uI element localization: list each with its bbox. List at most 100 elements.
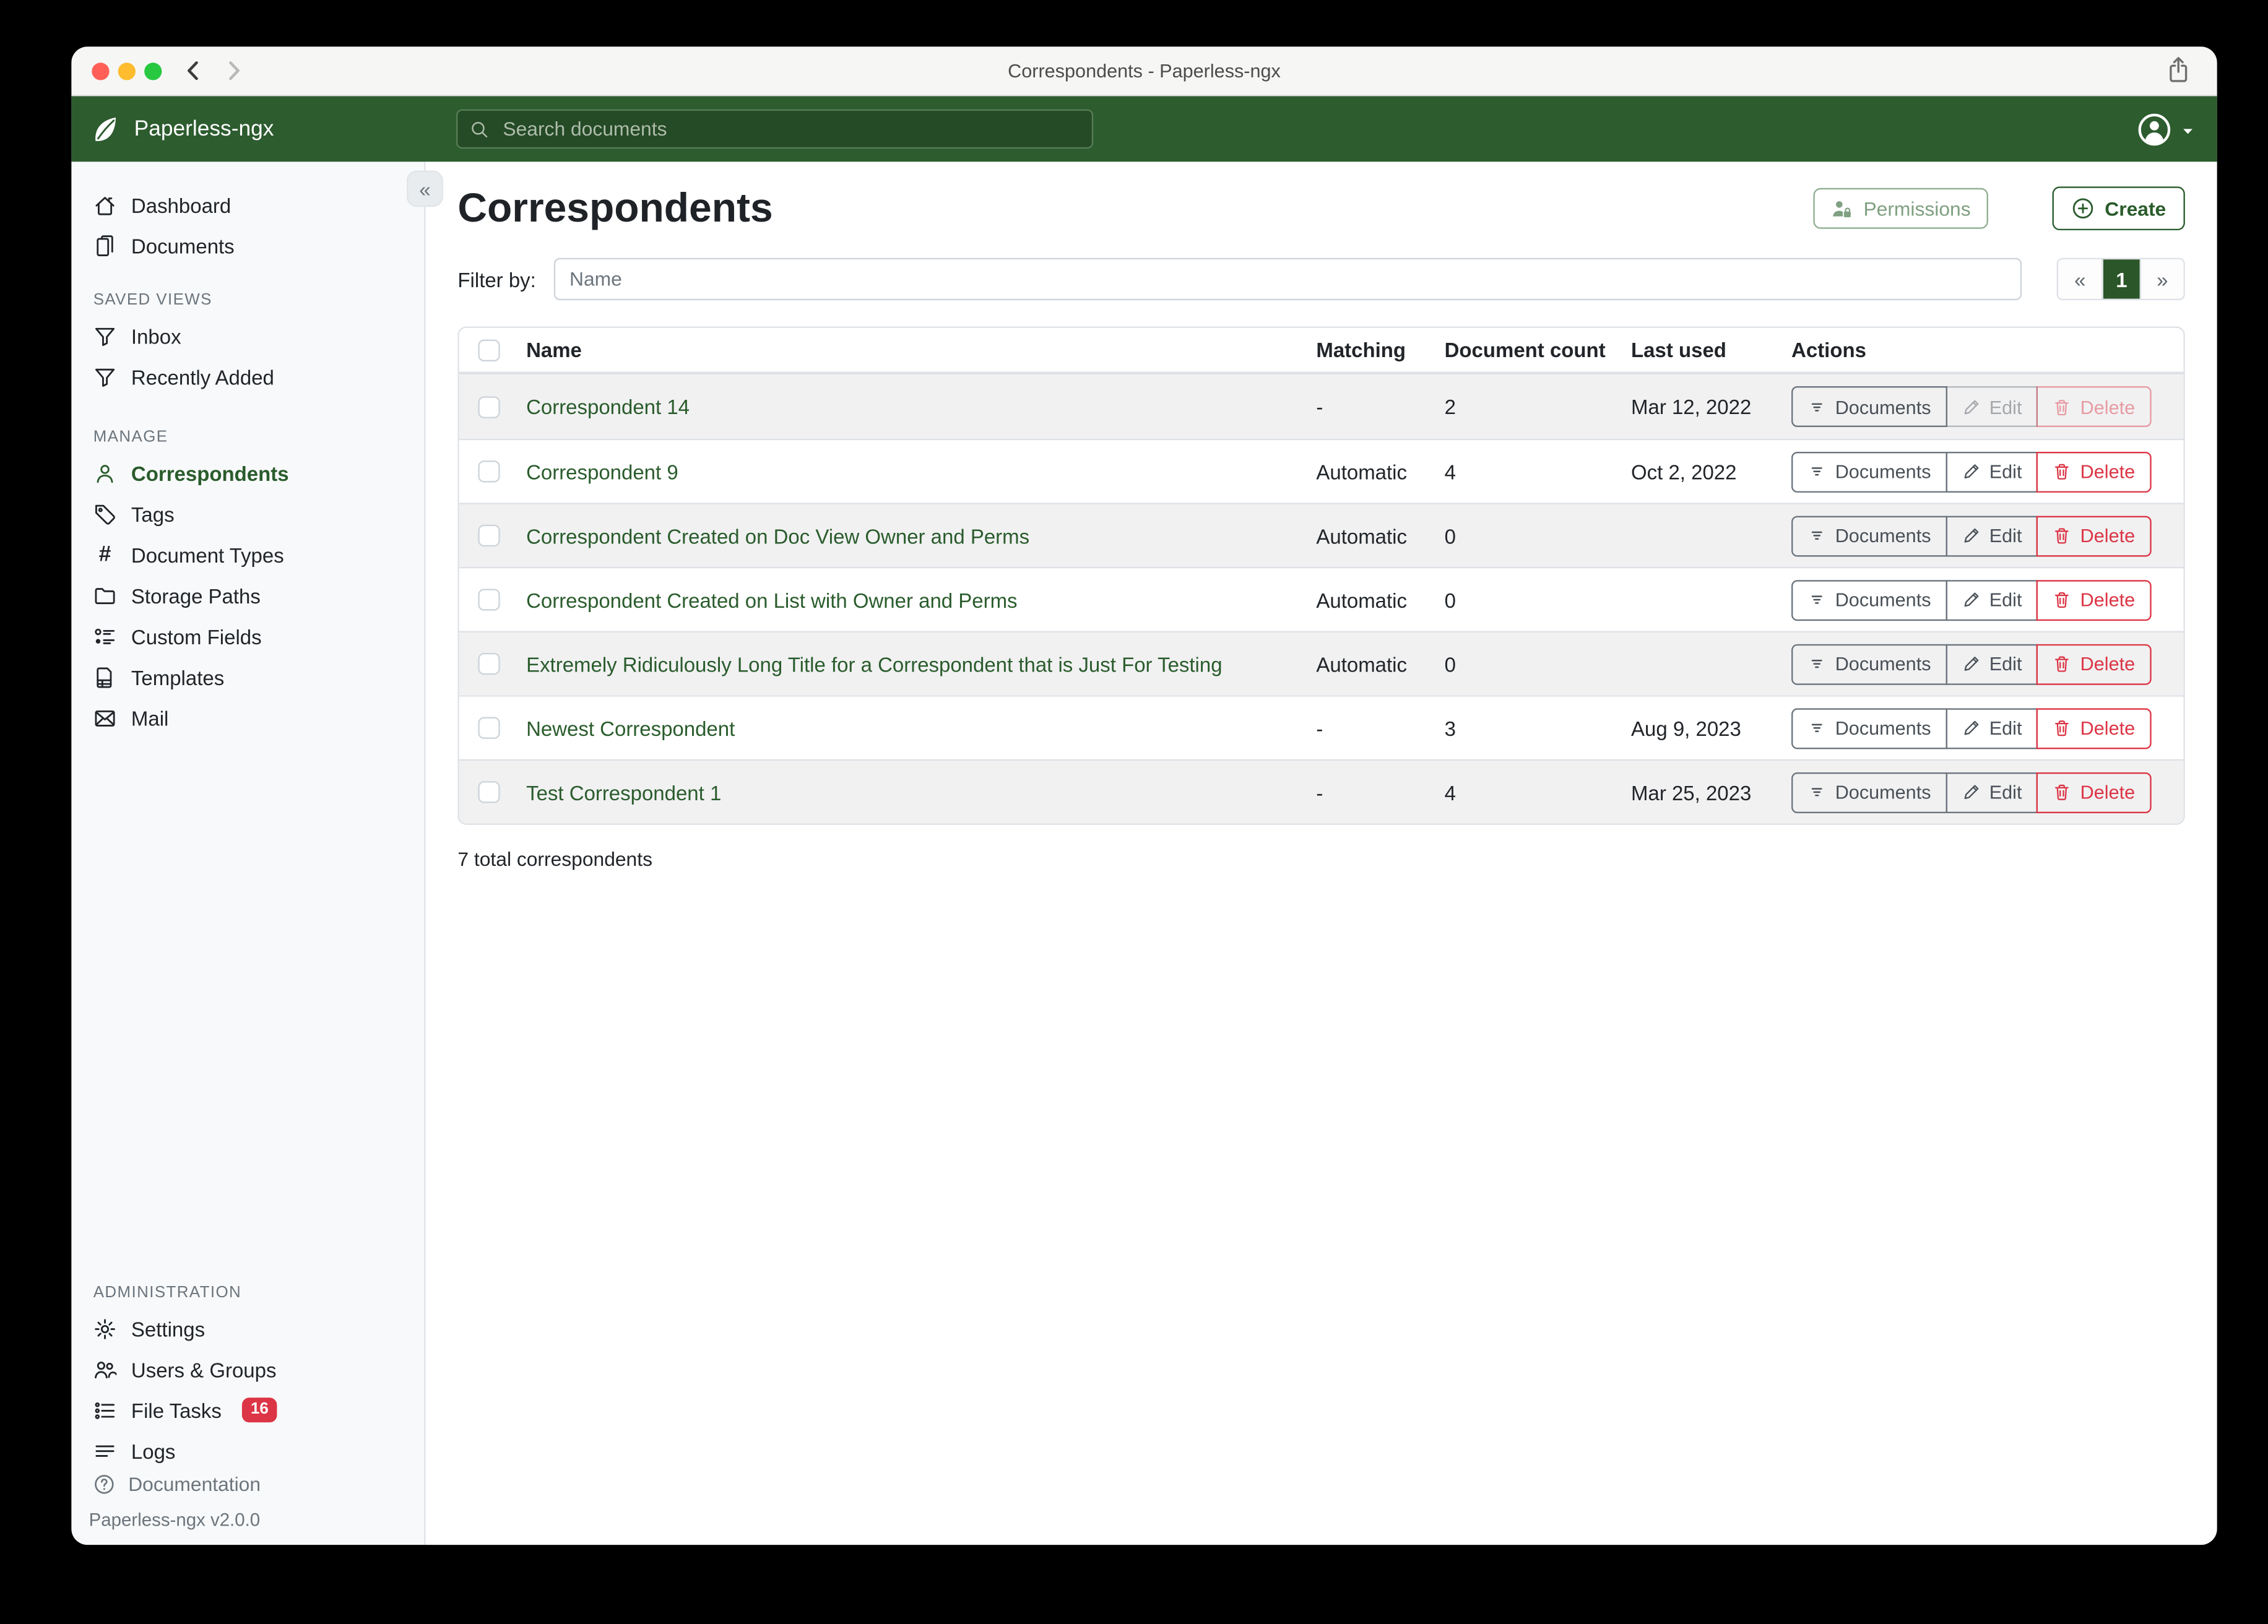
filter-icon <box>1807 654 1827 673</box>
column-header-name[interactable]: Name <box>526 338 582 361</box>
documents-button[interactable]: Documents <box>1791 451 1947 492</box>
row-actions: Documents Edit Delete <box>1791 579 2152 620</box>
row-actions: Documents Edit Delete <box>1791 451 2152 492</box>
edit-button[interactable]: Edit <box>1946 451 2038 492</box>
pencil-icon <box>1962 719 1981 738</box>
sidebar-item-recently-added[interactable]: Recently Added <box>71 358 424 395</box>
sidebar-footer: Documentation Paperless-ngx v2.0.0 <box>71 1474 424 1531</box>
sidebar-item-dashboard[interactable]: Dashboard <box>71 186 424 223</box>
column-header-document-count[interactable]: Document count <box>1444 338 1606 361</box>
pencil-icon <box>1962 590 1981 610</box>
row-checkbox[interactable] <box>478 652 500 675</box>
column-header-last-used[interactable]: Last used <box>1631 338 1726 361</box>
filter-name-input[interactable] <box>553 257 2022 301</box>
files-icon <box>93 234 117 257</box>
edit-button[interactable]: Edit <box>1946 643 2038 685</box>
user-menu[interactable] <box>2137 96 2197 162</box>
envelope-icon <box>93 706 117 730</box>
create-button[interactable]: Create <box>2052 186 2185 231</box>
sidebar-item-label: File Tasks <box>131 1398 222 1422</box>
select-all-checkbox[interactable] <box>478 339 500 361</box>
document-count-value: 2 <box>1444 395 1456 418</box>
table-header-row: Name Matching Document count Last used A… <box>459 327 2184 375</box>
document-count-value: 0 <box>1444 524 1456 548</box>
correspondent-name-link[interactable]: Extremely Ridiculously Long Title for a … <box>526 652 1223 676</box>
correspondent-name-link[interactable]: Correspondent Created on Doc View Owner … <box>526 524 1030 548</box>
fields-icon <box>93 624 117 648</box>
sidebar-item-documentation[interactable]: Documentation <box>93 1474 407 1495</box>
matching-value: Automatic <box>1316 652 1407 676</box>
sidebar-item-label: Documents <box>131 233 235 257</box>
question-circle-icon <box>93 1474 115 1495</box>
sidebar-item-documents[interactable]: Documents <box>71 227 424 264</box>
permissions-button[interactable]: Permissions <box>1814 188 1988 229</box>
filter-icon <box>1807 783 1827 802</box>
sidebar-item-tags[interactable]: Tags <box>71 496 424 532</box>
row-checkbox[interactable] <box>478 395 500 418</box>
delete-button[interactable]: Delete <box>2036 707 2152 749</box>
sidebar-item-label: Tags <box>131 502 175 525</box>
edit-button[interactable]: Edit <box>1946 515 2038 556</box>
trash-icon <box>2053 654 2072 673</box>
sidebar-item-settings[interactable]: Settings <box>71 1310 424 1347</box>
sidebar-item-storage-paths[interactable]: Storage Paths <box>71 577 424 614</box>
delete-button[interactable]: Delete <box>2036 579 2152 620</box>
documents-button[interactable]: Documents <box>1791 515 1947 556</box>
correspondent-name-link[interactable]: Newest Correspondent <box>526 716 735 740</box>
minimize-button[interactable] <box>118 63 136 80</box>
correspondent-name-link[interactable]: Test Correspondent 1 <box>526 780 722 804</box>
sidebar-item-file-tasks[interactable]: File Tasks 16 <box>71 1392 424 1428</box>
row-checkbox[interactable] <box>478 460 500 483</box>
documents-button[interactable]: Documents <box>1791 643 1947 685</box>
column-header-matching[interactable]: Matching <box>1316 338 1406 361</box>
zoom-button[interactable] <box>144 63 162 80</box>
sidebar-item-templates[interactable]: Templates <box>71 659 424 695</box>
sidebar-item-mail[interactable]: Mail <box>71 699 424 736</box>
documents-button[interactable]: Documents <box>1791 386 1947 427</box>
row-checkbox[interactable] <box>478 781 500 803</box>
total-count-label: 7 total correspondents <box>457 848 652 870</box>
sidebar-item-label: Settings <box>131 1316 206 1341</box>
documents-button[interactable]: Documents <box>1791 579 1947 620</box>
sidebar-item-users-groups[interactable]: Users & Groups <box>71 1351 424 1388</box>
edit-button[interactable]: Edit <box>1946 579 2038 620</box>
sidebar-item-document-types[interactable]: # Document Types <box>71 537 424 573</box>
sidebar-item-custom-fields[interactable]: Custom Fields <box>71 618 424 654</box>
correspondent-name-link[interactable]: Correspondent 14 <box>526 395 690 418</box>
edit-button[interactable]: Edit <box>1946 771 2038 813</box>
pencil-icon <box>1962 397 1981 417</box>
sidebar-item-label: Recently Added <box>131 365 274 389</box>
prev-page-button[interactable]: « <box>2058 259 2102 299</box>
documents-button[interactable]: Documents <box>1791 707 1947 749</box>
share-icon[interactable] <box>2163 55 2194 85</box>
back-button[interactable] <box>180 57 207 85</box>
correspondent-name-link[interactable]: Correspondent Created on List with Owner… <box>526 588 1018 611</box>
sidebar-item-label: Templates <box>131 665 225 689</box>
delete-button[interactable]: Delete <box>2036 515 2152 556</box>
close-button[interactable] <box>92 63 110 80</box>
brand[interactable]: Paperless-ngx <box>89 96 274 162</box>
edit-button[interactable]: Edit <box>1946 707 2038 749</box>
app-version: Paperless-ngx v2.0.0 <box>89 1510 261 1531</box>
sidebar-item-label: Inbox <box>131 324 181 348</box>
sidebar-item-correspondents[interactable]: Correspondents <box>71 455 424 491</box>
global-search-input[interactable] <box>500 116 1080 142</box>
delete-button[interactable]: Delete <box>2036 771 2152 813</box>
sidebar-section-title: SAVED VIEWS <box>93 291 212 309</box>
sidebar-item-label: Logs <box>131 1439 176 1463</box>
delete-button: Delete <box>2036 386 2152 427</box>
row-checkbox[interactable] <box>478 717 500 739</box>
row-checkbox[interactable] <box>478 524 500 547</box>
sidebar-collapse-button[interactable]: « <box>406 170 443 207</box>
sidebar-item-logs[interactable]: Logs <box>71 1433 424 1469</box>
current-page-button[interactable]: 1 <box>2101 259 2140 299</box>
next-page-button[interactable]: » <box>2139 259 2184 299</box>
row-checkbox[interactable] <box>478 589 500 611</box>
delete-button[interactable]: Delete <box>2036 643 2152 685</box>
forward-button[interactable] <box>220 57 248 85</box>
delete-button[interactable]: Delete <box>2036 451 2152 492</box>
sidebar-item-inbox[interactable]: Inbox <box>71 317 424 354</box>
documents-button[interactable]: Documents <box>1791 771 1947 813</box>
correspondent-name-link[interactable]: Correspondent 9 <box>526 459 678 483</box>
